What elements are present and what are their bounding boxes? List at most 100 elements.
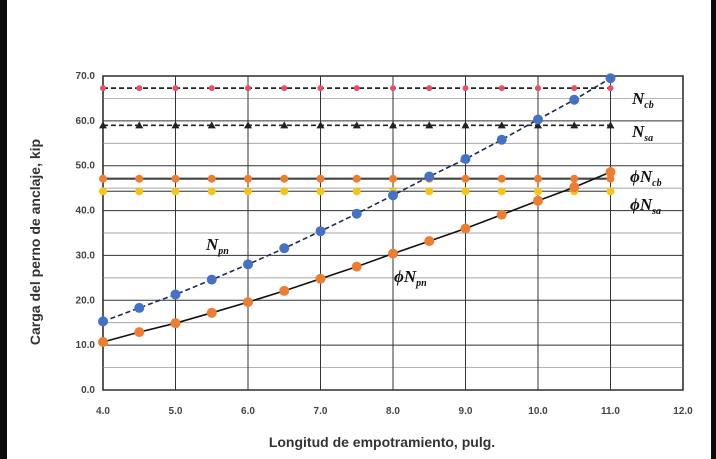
- point-N_sa: [280, 121, 289, 129]
- left-border: [0, 0, 7, 459]
- point-N_sa: [316, 121, 325, 129]
- point-N_sa: [425, 121, 434, 129]
- x-tick-label: 7.0: [314, 406, 328, 417]
- point-φN_cb: [244, 174, 252, 183]
- x-tick-label: 12.0: [673, 406, 693, 417]
- point-φN_pn: [243, 297, 253, 308]
- point-φN_pn: [388, 248, 398, 259]
- point-N_cb: [208, 85, 215, 92]
- point-φN_pn: [315, 273, 326, 284]
- point-N_sa: [570, 121, 579, 129]
- point-N_cb: [390, 85, 396, 92]
- tick-labels: 0.0 10.0 20.0 30.0 40.0 50.0 60.0 70.0 4.0 5.0 6.0…: [76, 71, 694, 417]
- point-N_sa: [171, 121, 180, 129]
- point-N_cb: [571, 85, 578, 92]
- point-N_sa: [461, 121, 470, 129]
- point-N_pn: [533, 114, 543, 125]
- y-tick-label: 50.0: [76, 161, 96, 172]
- x-tick-label: 10.0: [528, 406, 548, 417]
- x-tick-label: 6.0: [241, 406, 255, 417]
- point-N_sa: [606, 121, 615, 129]
- point-φN_cb: [171, 174, 180, 183]
- point-N_cb: [100, 85, 106, 92]
- x-tick-label: 11.0: [601, 406, 620, 417]
- point-N_cb: [281, 85, 288, 92]
- point-N_pn: [279, 243, 290, 254]
- point-φN_pn: [569, 182, 580, 193]
- annotation-phi-n-pn: ϕNpn: [394, 267, 427, 289]
- point-φN_sa: [352, 187, 361, 196]
- point-N_pn: [315, 226, 326, 237]
- right-border: [711, 0, 716, 459]
- point-N_cb: [353, 85, 360, 92]
- point-N_pn: [134, 302, 145, 313]
- y-tick-label: 0.0: [81, 385, 95, 396]
- point-N_sa: [207, 121, 216, 129]
- point-φN_pn: [605, 166, 616, 177]
- horizontal-series: [99, 85, 615, 196]
- point-φN_cb: [316, 174, 325, 183]
- point-φN_cb: [570, 174, 579, 183]
- point-N_cb: [607, 85, 614, 92]
- x-tick-label: 9.0: [459, 406, 473, 417]
- y-tick-label: 70.0: [76, 71, 96, 82]
- point-φN_sa: [425, 187, 434, 196]
- point-φN_sa: [461, 187, 470, 196]
- x-tick-label: 5.0: [169, 406, 183, 417]
- y-tick-label: 60.0: [76, 116, 96, 127]
- point-φN_sa: [534, 187, 542, 196]
- point-φN_sa: [171, 187, 180, 196]
- point-φN_sa: [280, 187, 289, 196]
- point-φN_sa: [497, 187, 506, 196]
- point-N_sa: [497, 121, 506, 129]
- point-N_sa: [99, 121, 107, 129]
- x-tick-label: 4.0: [96, 406, 110, 417]
- point-φN_cb: [207, 174, 216, 183]
- point-φN_cb: [99, 174, 107, 183]
- point-φN_pn: [533, 195, 543, 206]
- point-N_sa: [135, 121, 144, 129]
- y-tick-label: 20.0: [76, 295, 96, 306]
- point-φN_cb: [389, 174, 397, 183]
- point-φN_cb: [135, 174, 144, 183]
- point-N_pn: [351, 208, 362, 219]
- point-φN_pn: [496, 209, 507, 220]
- annotation-phi-n-cb: ϕNcb: [630, 167, 662, 189]
- x-tick-label: 8.0: [386, 406, 400, 417]
- point-N_cb: [462, 85, 469, 92]
- point-N_pn: [460, 153, 471, 164]
- point-N_pn: [605, 73, 616, 84]
- point-N_cb: [172, 85, 179, 92]
- point-N_sa: [352, 121, 361, 129]
- point-φN_cb: [352, 174, 361, 183]
- point-φN_cb: [461, 174, 470, 183]
- point-φN_sa: [135, 187, 144, 196]
- point-φN_cb: [606, 174, 615, 183]
- point-N_cb: [245, 85, 251, 92]
- point-φN_cb: [534, 174, 542, 183]
- point-φN_sa: [606, 187, 615, 196]
- y-tick-label: 10.0: [76, 340, 96, 351]
- annotation-n-sa: Nsa: [631, 122, 653, 144]
- y-axis-label: Carga del perno de anclaje, kip: [27, 139, 43, 345]
- point-φN_pn: [279, 285, 290, 296]
- point-φN_cb: [280, 174, 289, 183]
- annotation-n-pn: Npn: [205, 235, 229, 257]
- point-N_cb: [535, 85, 541, 92]
- point-N_pn: [569, 94, 580, 105]
- point-φN_pn: [351, 261, 362, 272]
- point-φN_sa: [99, 187, 107, 196]
- point-N_pn: [206, 274, 217, 285]
- point-φN_pn: [206, 307, 217, 318]
- annotation-phi-n-sa: ϕNsa: [630, 195, 661, 217]
- point-N_pn: [243, 259, 253, 270]
- point-φN_pn: [460, 223, 471, 234]
- point-N_pn: [388, 190, 398, 201]
- point-N_sa: [244, 121, 252, 129]
- annotation-n-cb: Ncb: [631, 89, 654, 111]
- point-φN_sa: [316, 187, 325, 196]
- y-tick-label: 30.0: [76, 250, 96, 261]
- point-φN_pn: [134, 327, 145, 338]
